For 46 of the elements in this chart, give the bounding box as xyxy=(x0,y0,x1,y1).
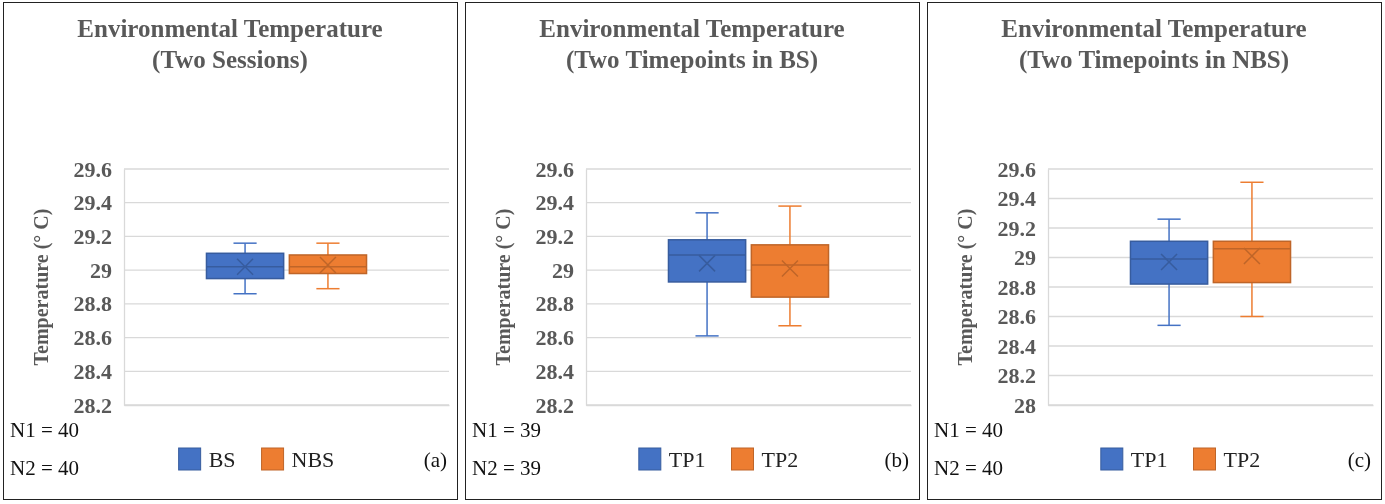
y-tick-label: 28.8 xyxy=(997,274,1036,300)
text: (c) xyxy=(1347,448,1371,472)
legend-label: TP2 xyxy=(1223,447,1261,472)
y-tick-label: 29 xyxy=(1014,245,1036,271)
text: N2 = 40 xyxy=(10,456,80,480)
y-tick-label: 29.6 xyxy=(535,156,574,182)
legend-label: BS xyxy=(208,447,236,472)
y-tick-label: 28 xyxy=(1014,392,1036,418)
y-tick-label: 28.8 xyxy=(535,291,574,317)
legend-label: TP2 xyxy=(761,447,799,472)
legend-label: TP1 xyxy=(668,447,706,472)
y-tick-label: 29.4 xyxy=(535,190,574,216)
y-tick-label: 29.4 xyxy=(997,186,1036,212)
text: (a) xyxy=(423,448,447,472)
y-tick-label: 29.6 xyxy=(997,156,1036,182)
y-tick-label: 28.4 xyxy=(997,333,1036,359)
chart-title: Environmental Temperature (Two Timepoints in NBS) xyxy=(1001,15,1307,74)
y-tick-label: 29 xyxy=(90,257,112,283)
y-tick-label: 28.2 xyxy=(73,392,112,418)
chart-title: Environmental Temperature (Two Timepoints in BS) xyxy=(539,15,845,74)
text: N2 = 40 xyxy=(934,456,1004,480)
y-tick-label: 28.2 xyxy=(997,363,1036,389)
y-axis-title: Temperature (° C) xyxy=(30,208,53,366)
y-tick-label: 28.8 xyxy=(73,291,112,317)
text: (b) xyxy=(884,448,909,472)
legend-label: TP1 xyxy=(1130,447,1168,472)
y-tick-label: 29.2 xyxy=(73,223,112,249)
y-tick-label: 28.2 xyxy=(535,392,574,418)
text: N1 = 40 xyxy=(934,418,1004,442)
text: N1 = 39 xyxy=(472,418,542,442)
legend-label: NBS xyxy=(291,447,335,472)
y-tick-label: 29.2 xyxy=(535,223,574,249)
y-axis-title: Temperature (° C) xyxy=(954,208,977,366)
y-tick-label: 28.6 xyxy=(73,325,112,351)
y-tick-label: 29 xyxy=(552,257,574,283)
y-tick-label: 28.4 xyxy=(535,358,574,384)
y-tick-label: 29.4 xyxy=(73,190,112,216)
chart-title: Environmental Temperature (Two Sessions) xyxy=(77,15,383,74)
y-tick-label: 29.2 xyxy=(997,215,1036,241)
y-axis-title: Temperature (° C) xyxy=(492,208,515,366)
y-tick-label: 29.6 xyxy=(73,156,112,182)
y-tick-label: 28.6 xyxy=(535,325,574,351)
text: N2 = 39 xyxy=(472,456,542,480)
y-tick-label: 28.6 xyxy=(997,304,1036,330)
text: N1 = 40 xyxy=(10,418,80,442)
y-tick-label: 28.4 xyxy=(73,358,112,384)
